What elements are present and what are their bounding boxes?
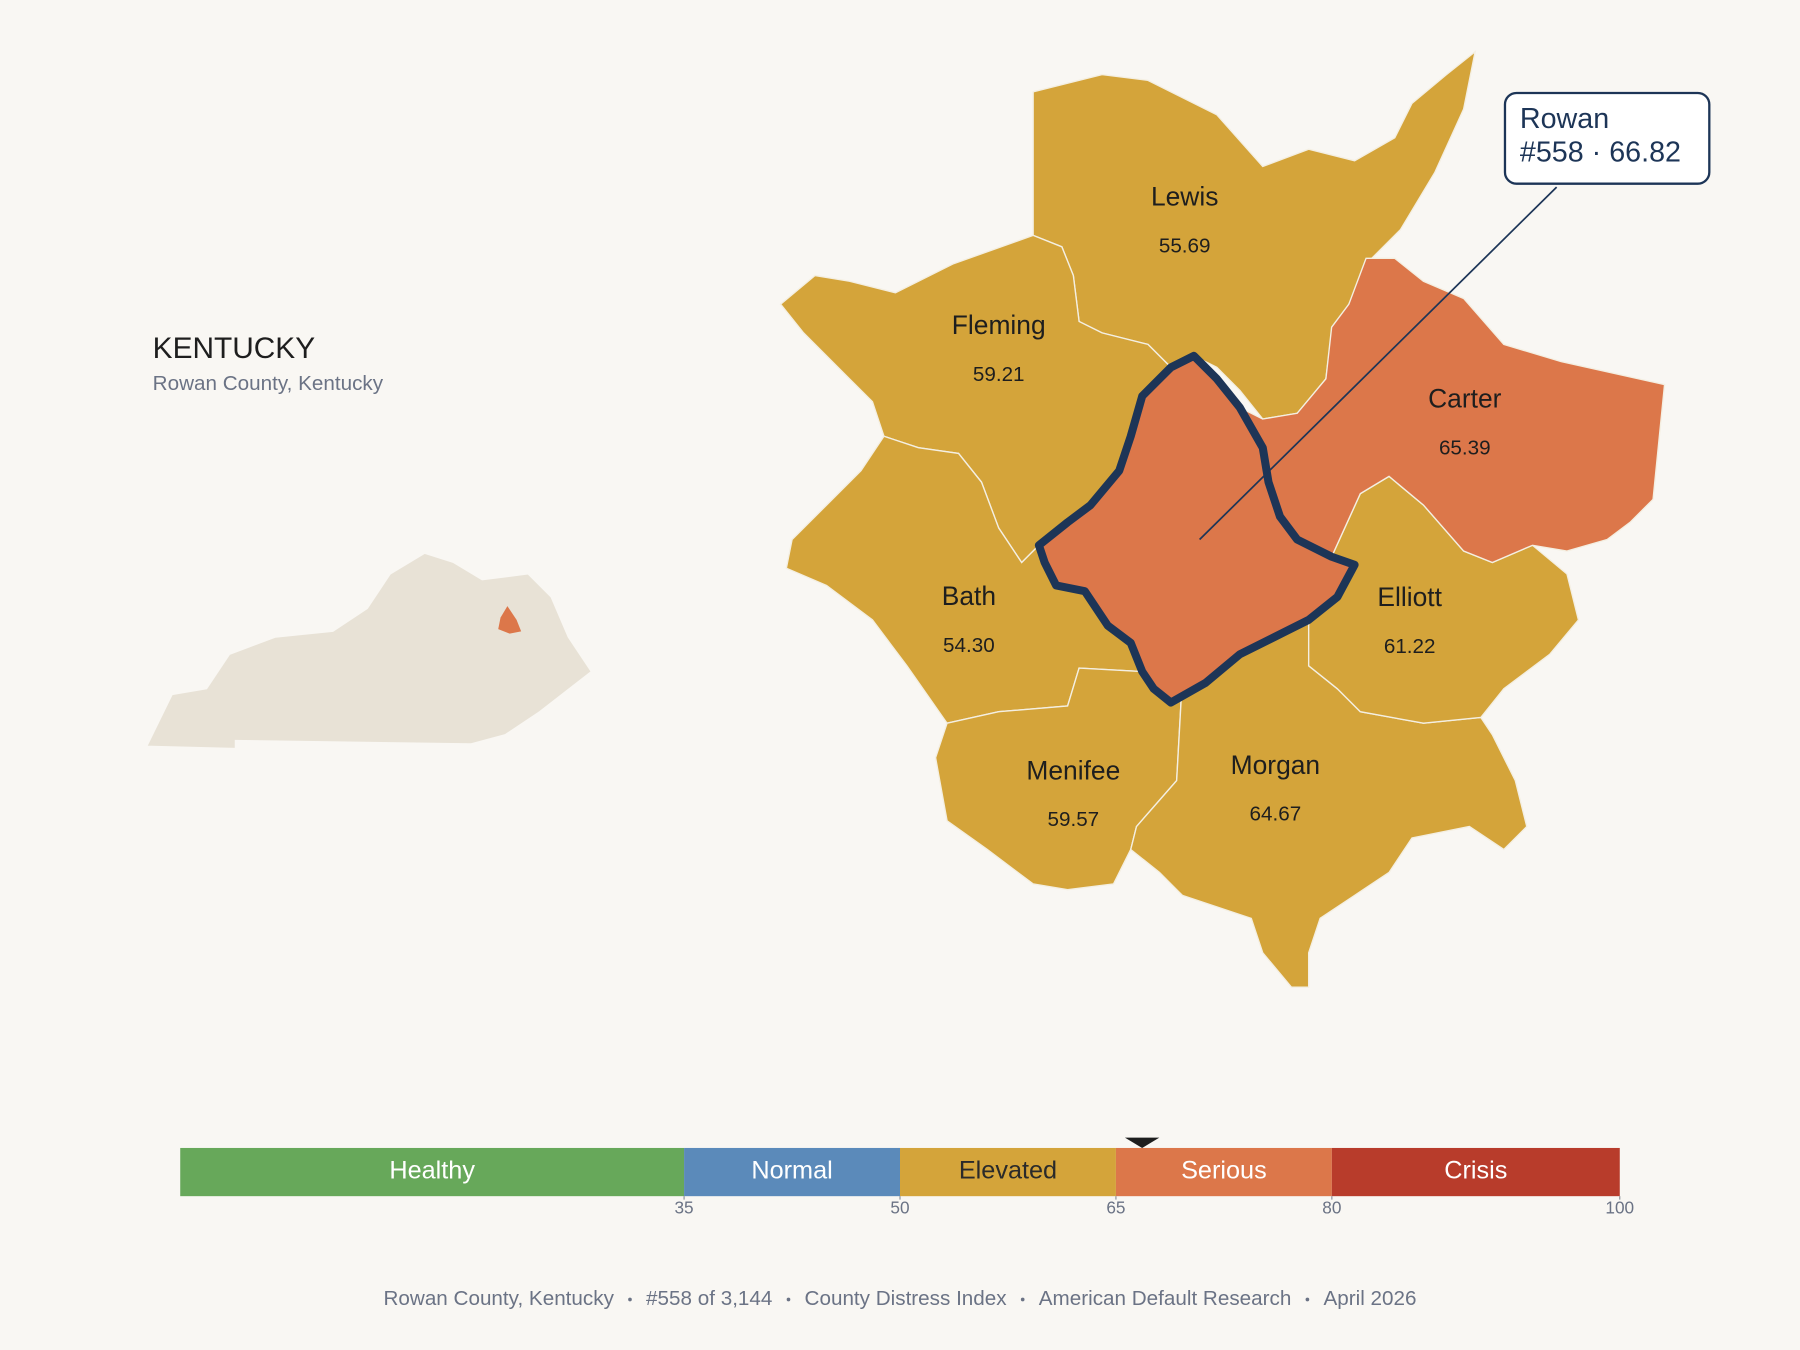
county-name: Lewis <box>1151 182 1218 212</box>
footer-item: Rowan County, Kentucky <box>384 1287 615 1310</box>
county-value: 54.30 <box>943 634 995 657</box>
legend-tick-label: 35 <box>674 1197 693 1217</box>
county-name: Carter <box>1428 384 1502 414</box>
legend-band <box>684 1147 900 1197</box>
legend-band-label: Normal <box>751 1157 832 1185</box>
county-value: 64.67 <box>1250 803 1302 826</box>
county-name: Morgan <box>1231 750 1320 780</box>
footer-separator <box>1020 1297 1025 1302</box>
legend-tick-label: 65 <box>1106 1197 1125 1217</box>
legend-band-label: Healthy <box>389 1157 475 1185</box>
county-value: 59.57 <box>1047 808 1099 831</box>
footer: Rowan County, Kentucky #558 of 3,144 Count… <box>384 1287 1417 1310</box>
county-name: Elliott <box>1377 582 1442 612</box>
legend-tick-label: 50 <box>890 1197 909 1217</box>
footer-separator <box>1305 1297 1310 1302</box>
county-value: 55.69 <box>1159 234 1211 257</box>
footer-separator <box>786 1297 791 1302</box>
callout-box <box>1503 91 1711 185</box>
inset-highlight <box>498 606 522 634</box>
state-inset <box>146 552 592 750</box>
legend: Healthy Normal Elevated Serious Crisis 35 50 65… <box>180 1137 1634 1217</box>
legend-band <box>1331 1147 1620 1197</box>
legend-tick-label: 80 <box>1322 1197 1341 1217</box>
county-value: 59.21 <box>973 363 1025 386</box>
county-value: 65.39 <box>1439 436 1491 459</box>
legend-band-label: Elevated <box>959 1157 1057 1185</box>
county-name: Fleming <box>952 310 1046 340</box>
score-marker <box>1124 1137 1160 1148</box>
subtitle: Rowan County, Kentucky <box>153 372 384 395</box>
state-shape <box>146 552 592 750</box>
county-name: Bath <box>942 581 996 611</box>
county-value: 61.22 <box>1384 635 1436 658</box>
callout-value: #558 · 66.82 <box>1520 136 1681 168</box>
footer-item: American Default Research <box>1039 1287 1292 1310</box>
footer-item: County Distress Index <box>805 1287 1008 1310</box>
state-title: KENTUCKY <box>153 332 316 365</box>
callout-name: Rowan <box>1520 103 1609 135</box>
legend-tick-label: 100 <box>1605 1197 1634 1217</box>
county-map: Lewis 55.69 Fleming 59.21 Bath 54.30 Menifee 59… <box>779 49 1711 988</box>
footer-separator <box>628 1297 632 1302</box>
footer-item: #558 of 3,144 <box>646 1287 772 1310</box>
footer-item: April 2026 <box>1323 1287 1416 1310</box>
legend-band <box>180 1147 685 1197</box>
legend-band-label: Serious <box>1181 1157 1267 1185</box>
county-name: Menifee <box>1026 756 1120 786</box>
legend-band <box>900 1147 1116 1197</box>
legend-band-label: Crisis <box>1444 1157 1507 1185</box>
legend-band <box>1115 1147 1332 1197</box>
callout-leader <box>1199 186 1558 541</box>
focus-county <box>1034 351 1359 707</box>
